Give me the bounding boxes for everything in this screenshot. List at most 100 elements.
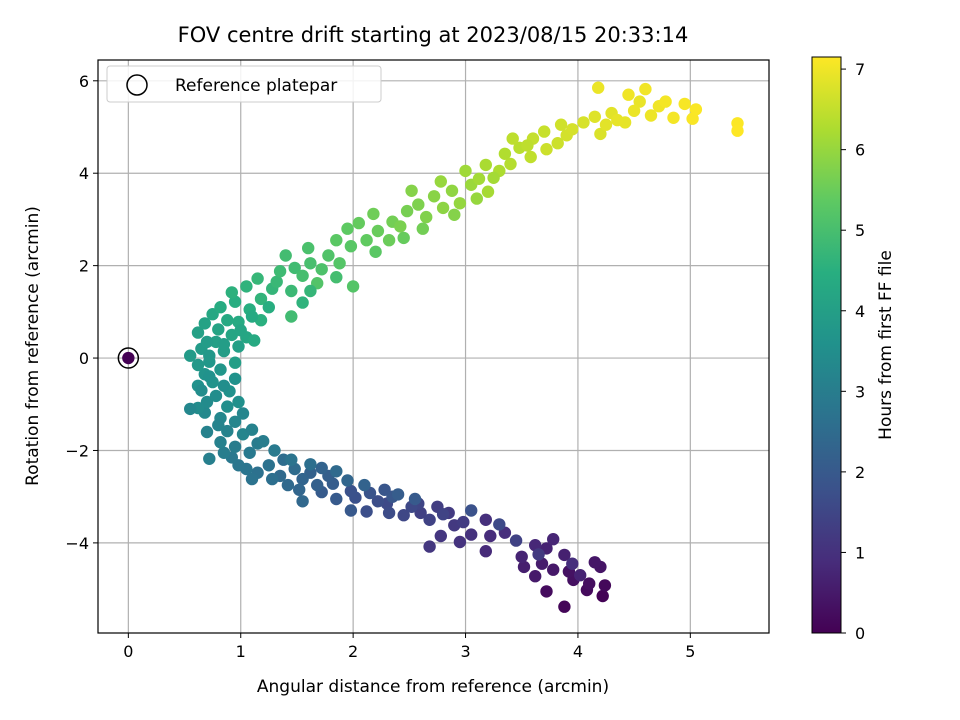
x-tick-label: 2 xyxy=(348,642,358,661)
data-point xyxy=(358,478,371,492)
y-tick-label: 6 xyxy=(79,72,89,91)
data-point xyxy=(481,185,495,198)
x-axis-title: Angular distance from reference (arcmin) xyxy=(257,677,609,697)
data-point xyxy=(423,513,436,526)
data-point xyxy=(457,515,470,529)
data-point xyxy=(524,150,537,164)
data-point xyxy=(588,556,601,569)
legend-marker-reference xyxy=(126,74,148,96)
data-point xyxy=(633,95,646,108)
data-point xyxy=(479,513,492,526)
data-point xyxy=(344,484,358,498)
data-point xyxy=(352,216,365,230)
y-tick-label: −4 xyxy=(65,534,89,553)
data-point xyxy=(341,474,354,487)
data-point xyxy=(504,157,517,171)
data-point xyxy=(296,296,309,309)
x-tick-label: 5 xyxy=(685,642,695,661)
data-point xyxy=(228,356,242,369)
data-point xyxy=(400,204,414,218)
data-point xyxy=(678,97,691,111)
colorbar-tick-label: 0 xyxy=(855,624,865,643)
data-point xyxy=(217,338,231,351)
data-point xyxy=(484,529,497,543)
data-point xyxy=(285,284,298,298)
data-point xyxy=(243,446,256,459)
data-point xyxy=(434,529,447,543)
data-point xyxy=(191,358,205,372)
data-point xyxy=(414,506,427,520)
data-point xyxy=(558,600,571,613)
data-point xyxy=(465,504,478,517)
data-point xyxy=(382,506,396,520)
data-point xyxy=(288,261,301,275)
data-point xyxy=(214,301,227,314)
data-point xyxy=(234,324,247,337)
data-point xyxy=(448,208,461,221)
data-point xyxy=(203,370,216,383)
data-point xyxy=(659,95,672,108)
data-point xyxy=(248,334,261,347)
data-point xyxy=(412,198,425,211)
reference-point-group xyxy=(117,347,140,369)
data-point xyxy=(228,415,242,428)
data-point xyxy=(588,110,601,124)
data-point xyxy=(200,335,214,349)
data-point xyxy=(598,579,612,592)
data-point xyxy=(360,505,373,518)
data-point xyxy=(212,418,225,432)
data-point xyxy=(344,504,358,517)
data-point xyxy=(315,263,328,276)
colorbar-ticks: 0 1 2 3 4 5 6 7 xyxy=(841,60,865,643)
data-point xyxy=(547,533,560,546)
data-point xyxy=(195,384,208,397)
y-axis-title: Rotation from reference (arcmin) xyxy=(23,206,43,486)
data-point xyxy=(184,349,197,362)
data-point xyxy=(487,171,500,184)
data-point xyxy=(330,234,343,247)
data-point xyxy=(245,310,259,323)
data-point xyxy=(436,508,450,521)
data-point xyxy=(221,314,234,327)
data-point xyxy=(214,363,227,376)
data-point xyxy=(540,585,553,598)
data-point xyxy=(228,372,242,385)
data-point xyxy=(416,222,429,235)
data-point xyxy=(515,550,528,563)
data-point xyxy=(296,269,309,282)
data-point xyxy=(330,465,343,478)
data-point xyxy=(453,535,467,549)
data-point xyxy=(627,104,641,118)
data-point xyxy=(296,472,309,486)
data-point xyxy=(217,446,231,459)
data-point xyxy=(212,323,225,336)
data-point xyxy=(184,402,197,416)
data-point xyxy=(493,518,506,531)
data-point xyxy=(285,453,298,466)
data-point xyxy=(270,275,283,288)
data-point xyxy=(479,158,492,172)
data-point xyxy=(285,310,298,323)
data-points xyxy=(184,81,744,613)
data-point xyxy=(427,190,441,203)
colorbar-gradient xyxy=(811,56,842,634)
data-point xyxy=(371,495,385,508)
data-point xyxy=(245,423,259,436)
data-point xyxy=(397,231,410,245)
legend: Reference platepar xyxy=(106,65,382,103)
data-point xyxy=(506,132,519,145)
x-axis-ticks: 0 1 2 3 4 5 xyxy=(123,633,695,661)
legend-label-reference: Reference platepar xyxy=(175,76,337,96)
data-point xyxy=(311,478,324,492)
data-point xyxy=(279,249,292,262)
data-point xyxy=(257,435,270,448)
data-point xyxy=(221,424,234,438)
x-tick-label: 0 xyxy=(123,642,133,661)
data-point xyxy=(566,123,579,136)
data-point xyxy=(214,436,227,449)
chart-title: FOV centre drift starting at 2023/08/15 … xyxy=(178,23,689,47)
data-point xyxy=(445,184,459,197)
legend-box xyxy=(106,65,382,103)
data-point xyxy=(273,265,287,278)
x-tick-label: 3 xyxy=(460,642,470,661)
